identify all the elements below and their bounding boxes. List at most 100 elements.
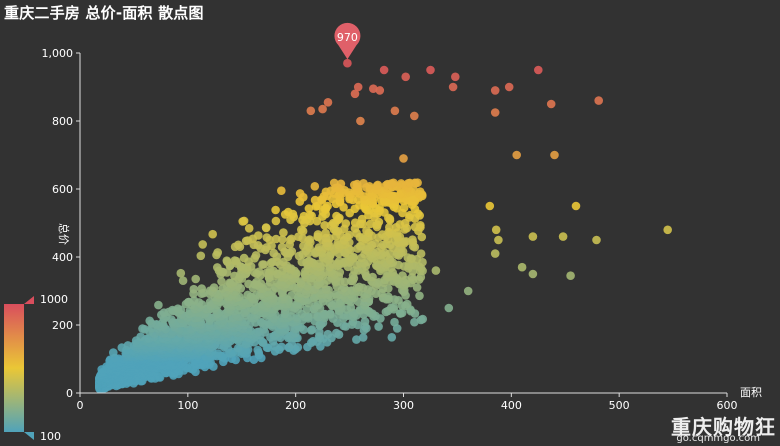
data-point [402,299,412,309]
data-point [326,309,335,319]
data-point [196,251,206,261]
data-point [287,234,296,244]
data-point [271,216,281,226]
data-point [410,317,419,327]
data-point [517,262,527,272]
data-point [277,342,286,352]
data-point [387,333,397,342]
data-point [320,221,329,230]
data-point [253,345,262,355]
data-point [323,201,332,211]
data-point [408,235,417,244]
visualmap-top-handle [24,296,34,304]
y-tick-label: 1,000 [42,47,74,60]
data-point [341,219,351,228]
data-point [512,150,521,160]
data-point [329,178,339,188]
x-tick-label: 600 [717,399,738,412]
data-point [295,189,305,198]
data-point [138,324,147,333]
data-point [315,327,324,337]
data-point [314,243,324,252]
data-point [321,228,330,238]
data-point [271,205,280,215]
data-point [230,256,239,265]
data-point [350,218,360,227]
data-point [254,267,264,277]
data-point [345,230,354,240]
data-point [253,231,263,240]
data-point [262,233,272,242]
data-point [244,279,253,289]
data-point [390,106,400,116]
data-point [397,308,407,318]
y-axis-label: 总价 [57,223,71,245]
data-point [209,283,219,292]
data-point [389,302,399,312]
data-point [261,223,271,232]
data-point [389,178,398,188]
data-point [244,224,254,233]
data-point [136,332,145,342]
data-point [355,282,364,292]
y-tick-label: 400 [52,251,73,264]
data-point [256,317,266,327]
data-point [485,201,495,211]
data-point [307,325,317,334]
data-point [310,195,320,205]
data-point [352,335,361,344]
data-point [358,333,368,342]
visualmap-min-label: 100 [40,430,61,443]
data-point [305,210,315,220]
data-point [566,271,575,281]
data-point [239,253,249,263]
data-point [528,269,538,279]
y-tick-label: 600 [52,183,73,196]
data-point [396,179,406,188]
data-point [416,249,426,258]
watermark-url: go.cqmmgo.com [676,433,760,444]
data-point [375,203,384,213]
data-point [375,86,385,95]
x-tick-label: 300 [393,399,414,412]
data-point [304,256,314,266]
data-point [217,277,226,286]
data-point [384,292,393,302]
data-point [401,72,411,82]
data-point [399,203,409,212]
data-point [413,178,422,187]
data-point [398,271,407,280]
data-point [109,348,118,357]
x-tick-label: 100 [177,399,198,412]
data-point [550,150,559,160]
visualmap-max-label: 1000 [40,293,68,306]
data-point [362,226,371,235]
scatter-points [95,58,672,394]
data-point [173,304,183,314]
data-point [259,260,269,269]
data-point [431,266,441,275]
data-point [332,328,341,338]
visualmap-gradient-bar [4,304,24,432]
data-point [663,225,672,235]
data-point [366,219,375,229]
data-point [374,322,383,331]
data-point [399,154,408,163]
data-point [251,251,261,260]
data-point [412,283,422,292]
data-point [323,329,333,339]
max-marker-pin [334,22,361,60]
max-marker-label: 970 [337,31,358,44]
data-point [494,235,503,245]
data-point [308,336,318,346]
x-tick-label: 400 [501,399,522,412]
data-point [405,210,415,220]
data-point [356,116,365,126]
data-point [278,235,287,244]
data-point [373,180,383,190]
data-point [369,84,378,93]
data-point [189,296,199,305]
x-tick-label: 200 [285,399,306,412]
data-point [265,265,275,275]
